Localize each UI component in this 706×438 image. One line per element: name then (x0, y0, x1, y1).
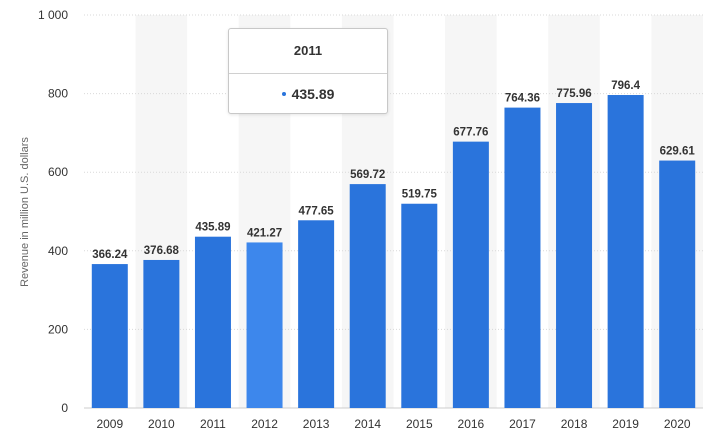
y-tick-label: 200 (48, 322, 68, 336)
x-tick-label-2013: 2013 (303, 417, 330, 431)
y-tick-label: 400 (48, 244, 68, 258)
bar-2009 (91, 264, 128, 408)
x-tick-label-2014: 2014 (354, 417, 381, 431)
data-label-2016: 677.76 (453, 127, 488, 139)
bars (91, 95, 696, 409)
x-tick-label-2018: 2018 (561, 417, 588, 431)
x-tick-label-2012: 2012 (251, 417, 278, 431)
tooltip-body: 435.89 (229, 74, 387, 114)
data-label-2019: 796.4 (611, 80, 640, 92)
y-tick-label: 600 (48, 165, 68, 179)
gridlines (84, 14, 703, 409)
tooltip-title: 2011 (229, 29, 387, 74)
x-tick-label-2011: 2011 (200, 417, 226, 431)
data-labels: 366.24 376.68 435.89 421.27 477.65 569.72 519.… (92, 80, 695, 261)
data-label-2015: 519.75 (402, 189, 438, 201)
tooltip: 2011 435.89 (228, 28, 388, 114)
data-label-2011: 435.89 (195, 222, 230, 234)
bar-2011 (194, 236, 231, 408)
x-tick-label-2010: 2010 (148, 417, 175, 431)
bar-2012 (246, 242, 283, 408)
x-tick-label-2015: 2015 (406, 417, 433, 431)
x-tick-label-2020: 2020 (664, 417, 691, 431)
data-label-2014: 569.72 (350, 169, 385, 181)
x-tick-label-2017: 2017 (509, 417, 536, 431)
x-tick-label-2009: 2009 (96, 417, 123, 431)
y-tick-label: 0 (61, 401, 68, 415)
data-label-2018: 775.96 (556, 88, 591, 100)
bar-2014 (349, 184, 386, 408)
y-tick-label: 800 (48, 87, 68, 101)
data-label-2010: 376.68 (144, 245, 180, 257)
data-label-2020: 629.61 (660, 146, 696, 158)
bar-2010 (143, 259, 180, 408)
axis-ticks: 0 200 400 600 800 1 000 2009 2010 2011 2012 2013 20… (38, 8, 691, 431)
data-label-2012: 421.27 (247, 227, 282, 239)
bar-2013 (298, 220, 335, 408)
data-label-2013: 477.65 (299, 205, 335, 217)
bar-2019 (607, 95, 644, 408)
bar-2015 (401, 203, 438, 408)
y-axis-title: Revenue in million U.S. dollars (19, 137, 31, 287)
x-tick-label-2019: 2019 (612, 417, 639, 431)
data-label-2009: 366.24 (92, 249, 128, 261)
tooltip-value: 435.89 (291, 86, 335, 102)
tooltip-bullet-icon (281, 92, 286, 96)
bar-2017 (504, 107, 541, 409)
bar-2016 (452, 141, 489, 408)
bar-2020 (659, 160, 696, 408)
y-tick-label: 1 000 (38, 8, 68, 22)
bar-2018 (556, 103, 593, 408)
data-label-2017: 764.36 (505, 93, 540, 105)
x-tick-label-2016: 2016 (458, 417, 485, 431)
